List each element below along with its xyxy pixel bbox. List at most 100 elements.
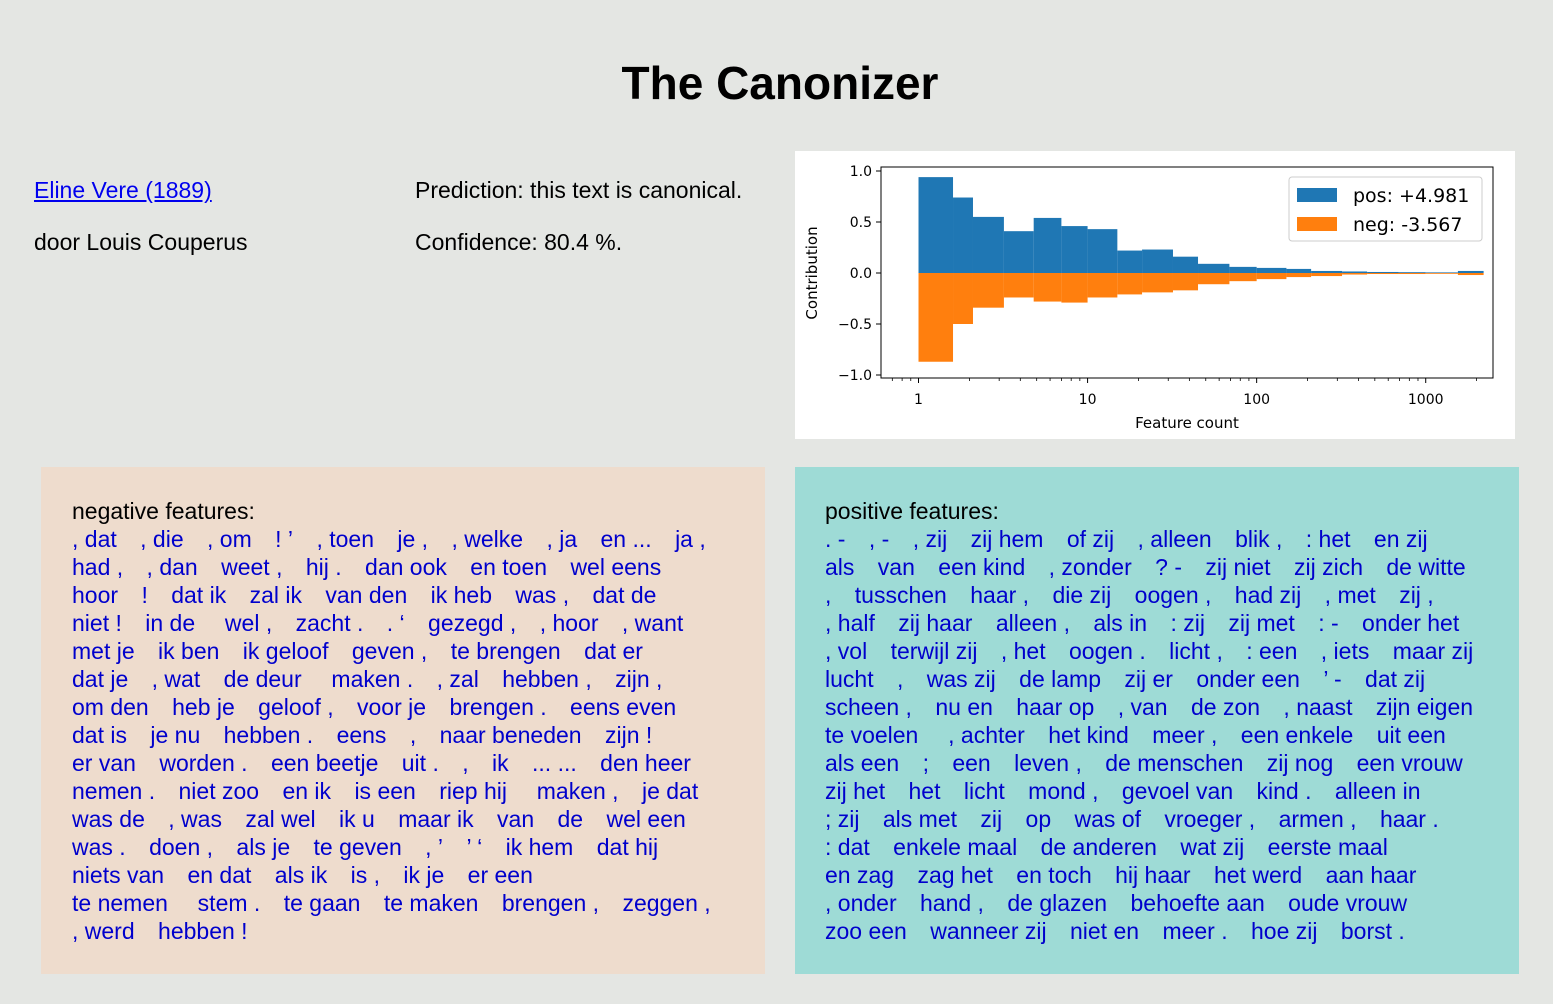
negative-feature: zal ik xyxy=(249,582,302,608)
negative-feature: hebben ! xyxy=(158,918,248,944)
negative-feature: , wat xyxy=(151,666,201,692)
negative-feature: naar beneden xyxy=(439,722,582,748)
positive-feature: de menschen xyxy=(1105,750,1244,776)
positive-feature: scheen , xyxy=(825,694,912,720)
negative-feature: in de xyxy=(145,610,196,636)
negative-feature: te maken xyxy=(383,890,479,916)
negative-feature: hebben , xyxy=(502,666,592,692)
negative-feature: nemen . xyxy=(72,778,156,804)
pos-bar xyxy=(1142,249,1173,273)
neg-bar xyxy=(1367,273,1399,275)
negative-feature: doen , xyxy=(149,834,214,860)
negative-feature: de xyxy=(557,806,584,832)
negative-features-list: , dat , die , om ! ’ , toen je , , welke… xyxy=(72,525,735,945)
negative-feature: wel eens xyxy=(570,554,662,580)
legend-box xyxy=(1288,176,1483,242)
negative-feature: , ’ xyxy=(425,834,444,860)
neg-bar xyxy=(1425,273,1458,274)
confidence-text: Confidence: 80.4 %. xyxy=(415,229,623,255)
negative-feature: , was xyxy=(168,806,222,832)
positive-feature: alleen , xyxy=(995,610,1070,636)
negative-feature: je nu xyxy=(150,722,201,748)
neg-bar xyxy=(1457,273,1484,276)
negative-feature: ja , xyxy=(675,526,706,552)
pos-bar xyxy=(1425,272,1458,274)
book-title-link[interactable]: Eline Vere (1889) xyxy=(34,177,212,203)
positive-feature: , zonder xyxy=(1048,554,1132,580)
positive-feature: een xyxy=(952,750,991,776)
neg-bar xyxy=(1229,273,1257,282)
positive-feature: als xyxy=(825,554,855,580)
y-tick-label: −1.0 xyxy=(838,368,872,384)
page-title: The Canonizer xyxy=(621,57,939,109)
negative-feature: , zal xyxy=(436,666,479,692)
positive-feature: ? - xyxy=(1155,554,1182,580)
positive-feature: en toch xyxy=(1016,862,1092,888)
negative-feature: en ik xyxy=(282,778,332,804)
negative-feature: ik xyxy=(492,750,509,776)
positive-feature: ; zij xyxy=(825,806,860,832)
negative-feature: ! ’ xyxy=(275,526,294,552)
y-axis-label: Contribution xyxy=(803,226,821,319)
negative-feature: dat hij xyxy=(596,834,659,860)
pos-bar xyxy=(1311,270,1343,273)
negative-feature: ... ... xyxy=(532,750,577,776)
neg-bar xyxy=(1198,273,1230,285)
positive-feature: , zij xyxy=(912,526,948,552)
negative-feature: niet zoo xyxy=(178,778,260,804)
positive-feature: alleen in xyxy=(1334,778,1421,804)
pos-bars xyxy=(918,177,1484,274)
negative-feature: den heer xyxy=(600,750,691,776)
positive-feature: onder het xyxy=(1362,610,1460,636)
positive-feature: , half xyxy=(825,610,875,636)
contribution-chart: 1.0 0.5 0.0 −0.5 −1.0 1 10 100 1000 Feature cou… xyxy=(795,151,1515,439)
positive-feature: zijn eigen xyxy=(1375,694,1474,720)
positive-feature: eerste maal xyxy=(1267,834,1388,860)
positive-feature: licht xyxy=(963,778,1005,804)
positive-feature: meer , xyxy=(1152,722,1218,748)
positive-feature: of zij xyxy=(1066,526,1115,552)
negative-feature: heb je xyxy=(172,694,235,720)
positive-feature: , - xyxy=(868,526,890,552)
negative-feature: gezegd , xyxy=(428,610,517,636)
pos-bar xyxy=(1342,271,1368,273)
negative-feature: ik je xyxy=(403,862,445,888)
pos-bar xyxy=(972,216,1004,273)
positive-feature: : het xyxy=(1305,526,1351,552)
negative-feature: wel , xyxy=(218,610,273,636)
negative-feature: te nemen xyxy=(72,890,168,916)
neg-bar xyxy=(1142,273,1173,293)
negative-feature: van den xyxy=(325,582,408,608)
negative-feature: als ik xyxy=(274,862,328,888)
negative-feature: om den xyxy=(72,694,149,720)
negative-feature: te brengen xyxy=(450,638,561,664)
negative-feature: niets van xyxy=(72,862,165,888)
negative-feature: maar ik xyxy=(398,806,474,832)
positive-feature: zoo een xyxy=(825,918,907,944)
positive-feature: zij xyxy=(980,806,1003,832)
positive-feature: : dat xyxy=(825,834,870,860)
negative-feature: hoor xyxy=(72,582,119,608)
positive-feature: de glazen xyxy=(1007,890,1108,916)
positive-feature: aan haar xyxy=(1325,862,1417,888)
pos-bar xyxy=(1172,256,1199,273)
positive-feature: , xyxy=(896,666,904,692)
negative-feature: is , xyxy=(350,862,380,888)
pos-bar xyxy=(953,197,973,273)
positive-feature: zij het xyxy=(825,778,886,804)
negative-feature: met je xyxy=(72,638,135,664)
positive-feature: oude vrouw xyxy=(1288,890,1408,916)
negative-feature: een beetje xyxy=(270,750,379,776)
pos-bar xyxy=(1286,268,1312,273)
negative-feature: ik geloof xyxy=(242,638,329,664)
positive-feature: : - xyxy=(1318,610,1339,636)
negative-feature: . ‘ xyxy=(386,610,405,636)
negative-feature: was . xyxy=(72,834,126,860)
positive-feature: meer . xyxy=(1162,918,1228,944)
positive-feature: de witte xyxy=(1386,554,1466,580)
neg-bar xyxy=(953,273,973,324)
x-ticks: 1 10 100 1000 xyxy=(891,378,1478,408)
negative-feature: je dat xyxy=(641,778,699,804)
neg-bar xyxy=(1311,273,1343,277)
negative-feature: weet , xyxy=(221,554,283,580)
